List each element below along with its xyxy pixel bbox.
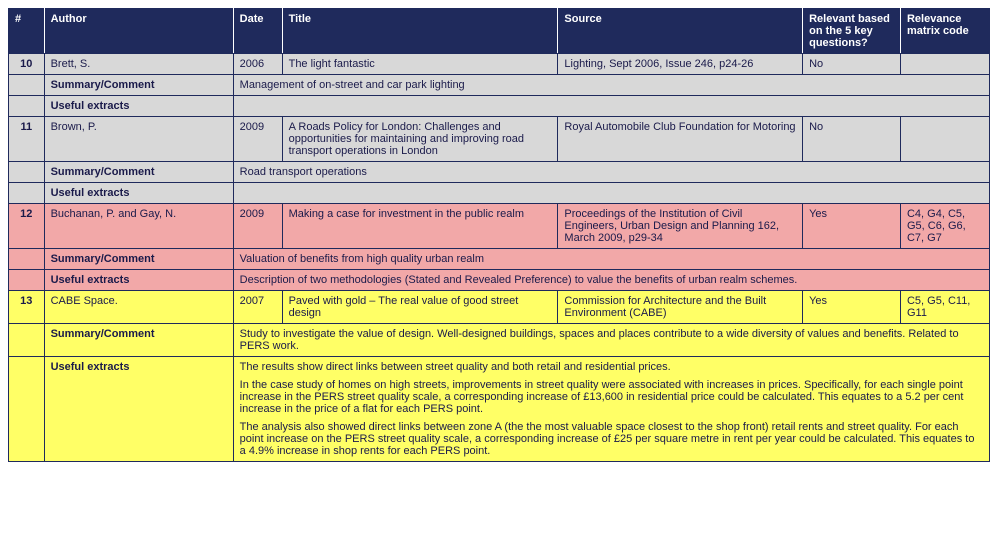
cell-relevant: Yes [803,204,901,249]
extract-paragraph: In the case study of homes on high stree… [240,379,983,415]
extracts-label: Useful extracts [44,183,233,204]
extracts-text [233,183,989,204]
cell-author: CABE Space. [44,291,233,324]
summary-text: Road transport operations [233,162,989,183]
col-number: # [9,9,45,54]
extracts-row: Useful extracts [9,96,990,117]
cell-title: Paved with gold – The real value of good… [282,291,558,324]
cell-number: 11 [9,117,45,162]
extracts-text: Description of two methodologies (Stated… [233,270,989,291]
cell-relevant: No [803,117,901,162]
extract-paragraph: The analysis also showed direct links be… [240,421,983,457]
extracts-label: Useful extracts [44,357,233,462]
cell-source: Lighting, Sept 2006, Issue 246, p24-26 [558,54,803,75]
summary-label: Summary/Comment [44,324,233,357]
cell-number: 13 [9,291,45,324]
table-row: 13CABE Space.2007Paved with gold – The r… [9,291,990,324]
extracts-row: Useful extracts [9,183,990,204]
cell-relevant: No [803,54,901,75]
summary-row: Summary/CommentValuation of benefits fro… [9,249,990,270]
cell-date: 2009 [233,204,282,249]
col-code: Relevance matrix code [900,9,989,54]
table-row: 10Brett, S.2006The light fantasticLighti… [9,54,990,75]
table-header: # Author Date Title Source Relevant base… [9,9,990,54]
cell-date: 2007 [233,291,282,324]
summary-text: Management of on-street and car park lig… [233,75,989,96]
cell-relevant: Yes [803,291,901,324]
cell-date: 2006 [233,54,282,75]
summary-text: Valuation of benefits from high quality … [233,249,989,270]
col-relevant: Relevant based on the 5 key questions? [803,9,901,54]
col-author: Author [44,9,233,54]
cell-date: 2009 [233,117,282,162]
summary-label: Summary/Comment [44,249,233,270]
extracts-label: Useful extracts [44,270,233,291]
cell-title: A Roads Policy for London: Challenges an… [282,117,558,162]
literature-table: # Author Date Title Source Relevant base… [8,8,990,462]
extract-paragraph: Description of two methodologies (Stated… [240,274,983,286]
table-row: 12Buchanan, P. and Gay, N.2009Making a c… [9,204,990,249]
summary-row: Summary/CommentRoad transport operations [9,162,990,183]
summary-text: Study to investigate the value of design… [233,324,989,357]
extracts-row: Useful extracts Description of two method… [9,270,990,291]
cell-source: Commission for Architecture and the Buil… [558,291,803,324]
cell-author: Brett, S. [44,54,233,75]
cell-code [900,54,989,75]
extracts-text: The results show direct links between st… [233,357,989,462]
col-source: Source [558,9,803,54]
extracts-label: Useful extracts [44,96,233,117]
cell-source: Proceedings of the Institution of Civil … [558,204,803,249]
extracts-text [233,96,989,117]
cell-source: Royal Automobile Club Foundation for Mot… [558,117,803,162]
col-date: Date [233,9,282,54]
summary-label: Summary/Comment [44,75,233,96]
cell-code: C5, G5, C11, G11 [900,291,989,324]
cell-title: The light fantastic [282,54,558,75]
extract-paragraph: The results show direct links between st… [240,361,983,373]
cell-number: 12 [9,204,45,249]
summary-row: Summary/CommentStudy to investigate the … [9,324,990,357]
cell-author: Brown, P. [44,117,233,162]
cell-code: C4, G4, C5, G5, C6, G6, C7, G7 [900,204,989,249]
col-title: Title [282,9,558,54]
cell-title: Making a case for investment in the publ… [282,204,558,249]
table-body: 10Brett, S.2006The light fantasticLighti… [9,54,990,462]
extracts-row: Useful extracts The results show direct l… [9,357,990,462]
table-row: 11Brown, P.2009A Roads Policy for London… [9,117,990,162]
cell-number: 10 [9,54,45,75]
cell-code [900,117,989,162]
summary-row: Summary/CommentManagement of on-street a… [9,75,990,96]
cell-author: Buchanan, P. and Gay, N. [44,204,233,249]
summary-label: Summary/Comment [44,162,233,183]
